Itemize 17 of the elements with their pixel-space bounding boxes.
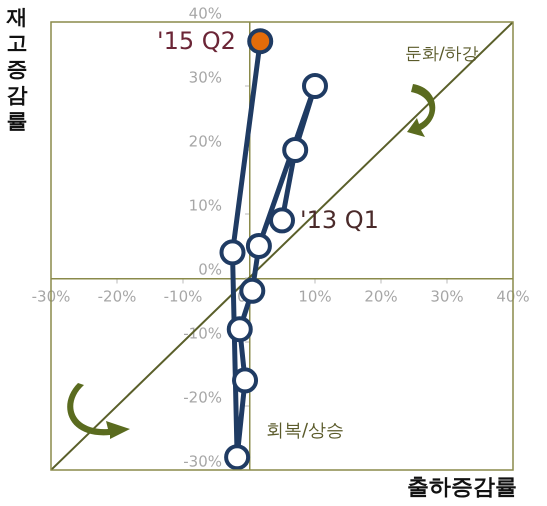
x-tick-label: -20% bbox=[98, 288, 136, 306]
y-tick-label: 0% bbox=[198, 260, 222, 278]
x-tick-label: -10% bbox=[164, 288, 202, 306]
annotation: 회복/상승 bbox=[266, 420, 344, 441]
y-tick-label: 10% bbox=[188, 196, 222, 214]
y-tick-label: 20% bbox=[188, 132, 222, 150]
y-axis-title: 재고증감률 bbox=[5, 4, 28, 134]
y-tick-label: -30% bbox=[183, 452, 222, 470]
x-tick-label: 20% bbox=[364, 288, 398, 306]
x-tick-label: 10% bbox=[298, 288, 332, 306]
x-axis-title: 출하증감률 bbox=[407, 474, 517, 502]
annotation: '15 Q2 bbox=[157, 27, 236, 55]
y-tick-label: -20% bbox=[183, 388, 222, 406]
x-tick-label: 30% bbox=[430, 288, 464, 306]
y-tick-label: 40% bbox=[188, 4, 222, 22]
y-tick-label: 30% bbox=[188, 68, 222, 86]
annotation: 둔화/하강 bbox=[405, 44, 479, 64]
